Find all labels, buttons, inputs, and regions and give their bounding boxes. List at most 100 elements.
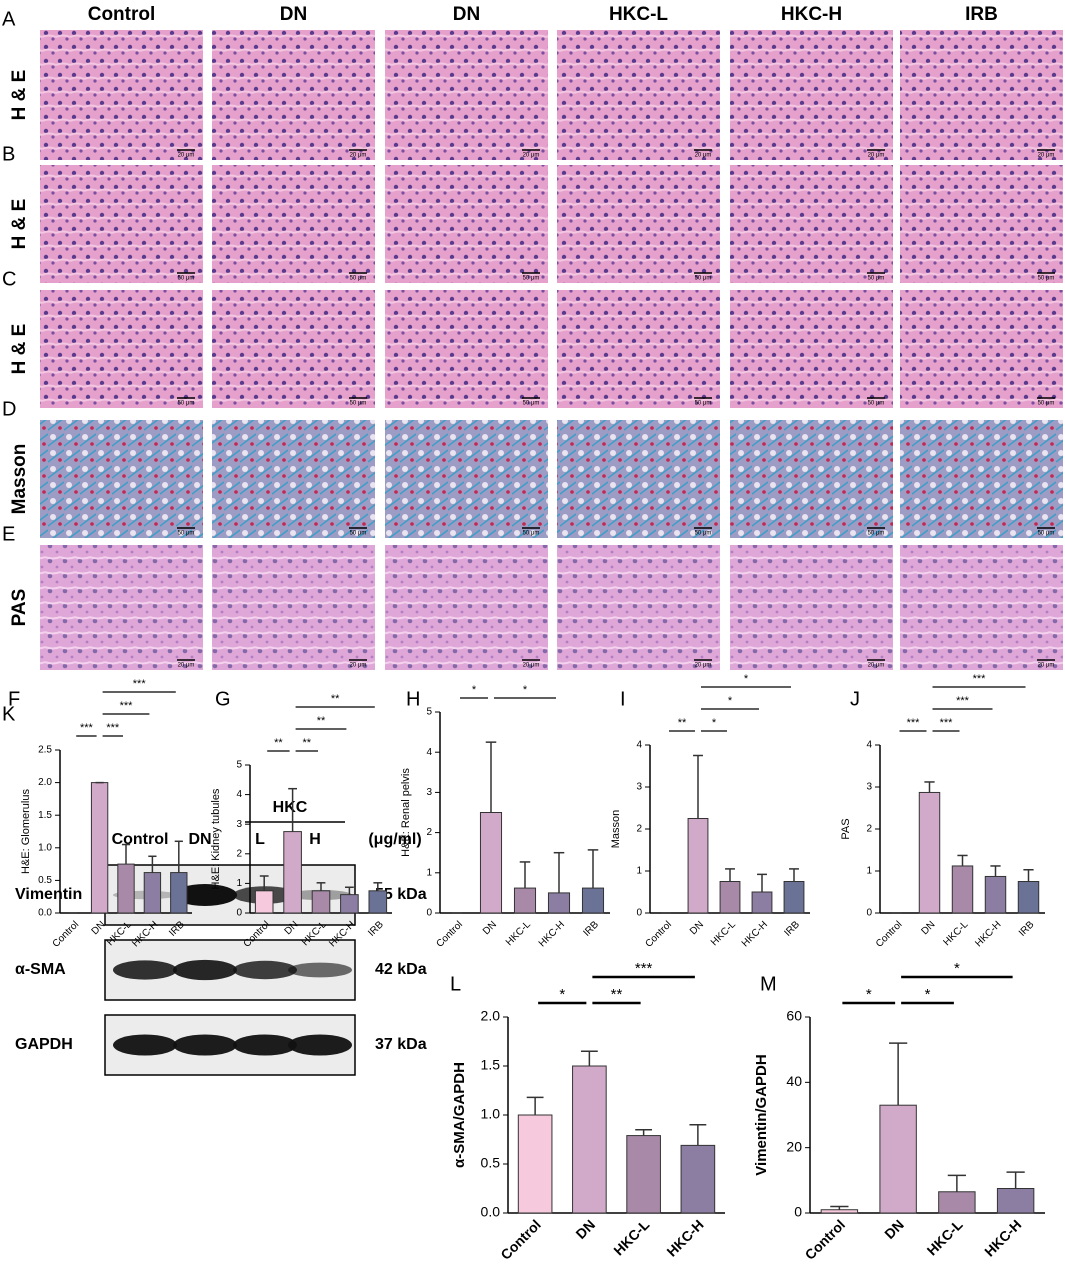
significance-label: * — [744, 673, 749, 685]
micrograph — [557, 30, 720, 160]
group-label: HKC — [273, 799, 308, 816]
scale-bar-label: 50 μm — [350, 276, 367, 282]
scale-bar-label: 50 μm — [695, 531, 712, 537]
significance-label: ** — [303, 737, 312, 749]
y-tick-label: 3 — [426, 787, 432, 798]
protein-label: α-SMA — [15, 961, 66, 978]
y-tick-label: 1.5 — [481, 1057, 501, 1073]
lane-label: H — [309, 831, 321, 848]
y-axis-label: α-SMA/GAPDH — [451, 1062, 468, 1168]
scale-bar-label: 50 μm — [178, 401, 195, 407]
y-tick-label: 1 — [636, 866, 642, 877]
x-tick-label: DN — [919, 919, 937, 937]
bar — [368, 890, 388, 914]
micrograph — [385, 290, 548, 408]
bar — [143, 872, 162, 914]
x-tick-label: DN — [688, 919, 706, 937]
column-header: HKC-L — [609, 4, 668, 25]
band — [288, 962, 352, 978]
band — [288, 1034, 352, 1056]
scale-bar-label: 50 μm — [1038, 531, 1055, 537]
micrograph — [40, 290, 203, 408]
x-tick-label: IRB — [366, 919, 386, 939]
y-tick-label: 5 — [426, 707, 432, 718]
y-tick-label: 2 — [636, 824, 642, 835]
y-tick-label: 0 — [794, 1204, 802, 1220]
micrograph — [557, 290, 720, 408]
y-tick-label: 3 — [636, 782, 642, 793]
micrograph — [900, 420, 1063, 538]
y-tick-label: 0 — [236, 908, 242, 919]
significance-label: * — [925, 986, 931, 1003]
size-label: 55 kDa — [375, 886, 427, 903]
bar — [626, 1135, 661, 1214]
bar — [517, 1114, 553, 1214]
bar — [254, 890, 274, 914]
bar — [340, 894, 359, 914]
row-label: H & E — [9, 324, 30, 375]
lane-label: L — [255, 831, 265, 848]
scale-bar-label: 50 μm — [868, 401, 885, 407]
panel-letter: I — [620, 688, 626, 710]
micrograph — [730, 420, 893, 538]
x-tick-label: HKC-L — [610, 1216, 652, 1258]
x-tick-label: HKC-L — [924, 1216, 966, 1258]
scale-bar-label: 50 μm — [868, 531, 885, 537]
micrograph — [900, 290, 1063, 408]
y-tick-label: 2.0 — [481, 1008, 501, 1024]
column-header: DN — [453, 4, 480, 25]
x-tick-label: Control — [434, 919, 465, 950]
scale-bar-label: 20 μm — [350, 153, 367, 159]
micrograph — [557, 165, 720, 283]
micrograph — [212, 420, 375, 538]
significance-label: *** — [635, 960, 653, 977]
bar — [283, 831, 302, 914]
scale-bar-label: 50 μm — [1038, 401, 1055, 407]
bar — [117, 863, 135, 914]
scale-bar-label: 20 μm — [523, 663, 540, 669]
bar — [984, 875, 1007, 914]
significance-label: ** — [611, 986, 623, 1003]
band — [113, 960, 177, 980]
y-axis-label: H&E: Glomerulus — [20, 789, 32, 874]
micrograph — [557, 545, 720, 670]
protein-label: Vimentin — [15, 886, 82, 903]
significance-label: * — [559, 986, 565, 1003]
scale-bar-label: 20 μm — [178, 663, 195, 669]
bar — [572, 1065, 607, 1214]
x-tick-label: HKC-H — [537, 919, 567, 949]
bar — [687, 818, 709, 914]
bar — [479, 812, 503, 914]
scale-bar-label: 20 μm — [868, 153, 885, 159]
scale-bar-label: 50 μm — [178, 531, 195, 537]
significance-label: *** — [120, 700, 134, 712]
significance-label: *** — [956, 695, 970, 707]
y-tick-label: 1.0 — [38, 842, 52, 853]
significance-label: ** — [331, 693, 340, 705]
micrograph — [40, 165, 203, 283]
bar — [879, 1104, 917, 1214]
significance-label: *** — [80, 722, 94, 734]
bar — [951, 865, 974, 914]
y-tick-label: 4 — [866, 740, 872, 751]
y-tick-label: 2 — [866, 824, 872, 835]
y-axis-label: H&E: Renal pelvis — [400, 768, 412, 857]
scale-bar-label: 50 μm — [695, 401, 712, 407]
scale-bar-label: 50 μm — [695, 276, 712, 282]
x-tick-label: HKC-H — [973, 919, 1003, 949]
x-tick-label: IRB — [1017, 919, 1037, 939]
x-tick-label: IRB — [782, 919, 802, 939]
band — [113, 1034, 177, 1056]
micrograph — [385, 30, 548, 160]
y-tick-label: 3 — [236, 819, 242, 830]
y-tick-label: 4 — [236, 789, 242, 800]
scale-bar-label: 20 μm — [695, 663, 712, 669]
panel-letter: F — [8, 688, 20, 710]
micrograph — [212, 545, 375, 670]
micrograph — [40, 420, 203, 538]
y-tick-label: 40 — [786, 1073, 802, 1089]
panel-letter: H — [406, 688, 420, 710]
scale-bar-label: 50 μm — [178, 276, 195, 282]
scale-bar-label: 50 μm — [1038, 276, 1055, 282]
column-header: DN — [280, 4, 307, 25]
